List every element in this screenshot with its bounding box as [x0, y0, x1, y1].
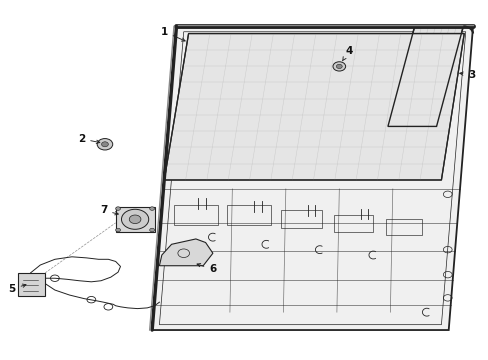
Text: 6: 6: [197, 264, 216, 274]
Polygon shape: [387, 26, 462, 126]
Circle shape: [116, 207, 120, 210]
Circle shape: [102, 142, 108, 147]
Bar: [281, 210, 322, 228]
Circle shape: [116, 228, 120, 232]
Bar: [19, 273, 45, 296]
Text: 2: 2: [78, 134, 100, 144]
Bar: [385, 219, 421, 235]
Text: 7: 7: [100, 205, 118, 215]
Text: 3: 3: [459, 69, 475, 80]
Circle shape: [332, 62, 345, 71]
Circle shape: [149, 228, 154, 232]
Text: 4: 4: [342, 46, 352, 61]
Text: 5: 5: [8, 284, 26, 294]
Polygon shape: [152, 26, 472, 330]
Polygon shape: [159, 239, 212, 266]
Bar: [227, 205, 271, 225]
Circle shape: [97, 139, 113, 150]
Circle shape: [121, 209, 148, 229]
Bar: [334, 215, 372, 232]
Circle shape: [149, 207, 154, 210]
Text: 1: 1: [161, 27, 185, 41]
Circle shape: [129, 215, 141, 224]
Bar: [174, 205, 217, 225]
Polygon shape: [116, 207, 154, 232]
Polygon shape: [164, 33, 463, 180]
Circle shape: [336, 64, 342, 68]
